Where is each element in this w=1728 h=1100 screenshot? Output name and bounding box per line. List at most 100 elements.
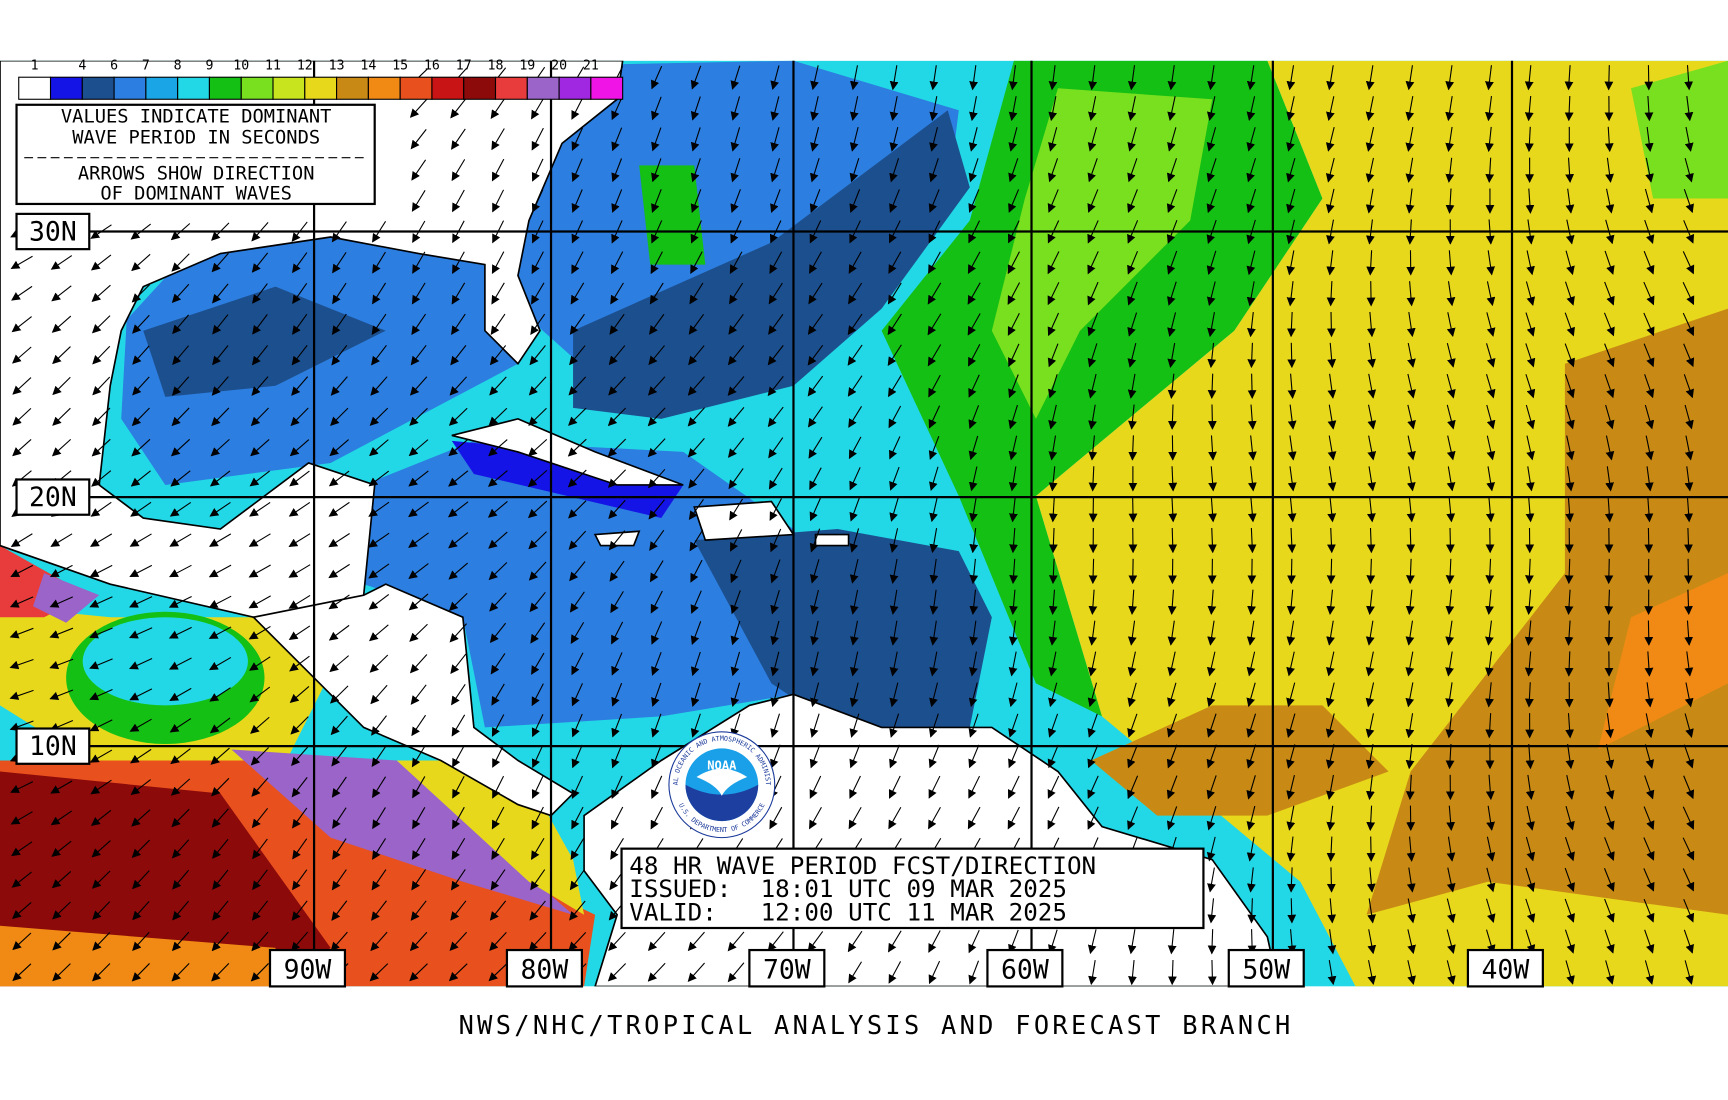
wave-arrow	[889, 65, 899, 91]
wave-arrow	[530, 869, 546, 891]
wave-arrow	[1644, 466, 1654, 492]
wave-arrow	[1287, 867, 1296, 893]
wave-arrow	[849, 467, 861, 491]
wave-arrow	[451, 128, 466, 150]
wave-arrow	[1009, 558, 1018, 585]
wave-arrow	[1047, 312, 1060, 337]
wave-arrow	[491, 714, 505, 737]
wave-arrow	[130, 779, 151, 796]
wave-arrow	[409, 376, 428, 396]
wave-arrow	[1247, 373, 1257, 400]
wave-arrow	[1327, 404, 1337, 430]
wave-arrow	[1287, 342, 1297, 369]
wave-arrow	[887, 313, 902, 336]
wave-arrow	[607, 407, 627, 427]
wave-arrow	[567, 438, 587, 457]
wave-arrow	[331, 869, 347, 891]
wave-arrow	[647, 376, 666, 396]
wave-arrow	[889, 528, 899, 553]
wave-arrow	[90, 533, 113, 547]
wave-arrow	[1524, 95, 1534, 122]
wave-arrow	[1405, 65, 1415, 91]
legend-swatch	[399, 76, 433, 100]
wave-arrow	[252, 314, 268, 335]
wave-arrow	[209, 533, 232, 547]
wave-arrow	[1485, 620, 1494, 646]
wave-arrow	[1485, 898, 1496, 924]
wave-arrow	[968, 435, 979, 461]
wave-arrow	[211, 376, 229, 396]
wave-arrow	[368, 563, 390, 579]
legend-swatch	[590, 76, 624, 100]
wave-arrow	[968, 929, 980, 954]
wave-arrow	[1167, 620, 1177, 646]
note-line: OF DOMINANT WAVES	[100, 184, 292, 205]
wave-arrow	[1684, 682, 1694, 708]
note-line: VALUES INDICATE DOMINANT	[61, 106, 331, 127]
wave-arrow	[1246, 250, 1256, 276]
wave-arrow	[969, 527, 979, 554]
wave-arrow	[1682, 282, 1695, 306]
wave-arrow	[1326, 281, 1336, 307]
wave-arrow	[1048, 589, 1058, 615]
wave-arrow	[1327, 435, 1337, 461]
wave-arrow	[1365, 188, 1375, 214]
wave-arrow	[1407, 435, 1416, 461]
wave-arrow	[328, 501, 350, 517]
legend-swatch	[49, 76, 83, 100]
wave-arrow	[809, 189, 821, 214]
wave-arrow	[848, 251, 862, 274]
wave-arrow	[1008, 651, 1018, 677]
wave-arrow	[527, 438, 548, 457]
wave-arrow	[171, 839, 190, 859]
wave-arrow	[611, 189, 623, 213]
wave-arrow	[1603, 312, 1615, 337]
wave-arrow	[571, 683, 583, 707]
wave-arrow	[1048, 497, 1058, 523]
wave-arrow	[809, 744, 821, 769]
wave-arrow	[1247, 867, 1256, 893]
wave-arrow	[768, 467, 783, 490]
wave-arrow	[370, 376, 388, 396]
wave-arrow	[968, 127, 978, 152]
wave-arrow	[251, 931, 269, 952]
wave-arrow	[249, 686, 271, 703]
wave-arrow	[1168, 466, 1178, 492]
wave-arrow	[1605, 157, 1614, 183]
wave-arrow	[888, 930, 902, 953]
wave-arrow	[1604, 620, 1614, 646]
wave-arrow	[650, 590, 663, 614]
wave-arrow	[690, 189, 702, 214]
wave-arrow	[1366, 774, 1375, 801]
wave-arrow	[1207, 867, 1216, 893]
wave-arrow	[730, 158, 741, 183]
wave-arrow	[1366, 250, 1376, 276]
wave-arrow	[807, 375, 824, 397]
wave-arrow	[1565, 188, 1575, 214]
wave-arrow	[492, 775, 505, 799]
wave-arrow	[1525, 743, 1535, 770]
wave-arrow	[1206, 250, 1217, 276]
wave-arrow	[129, 533, 152, 547]
wave-arrow	[1088, 558, 1098, 585]
wave-arrow	[531, 127, 544, 151]
wave-arrow	[288, 594, 311, 609]
wave-arrow	[1325, 744, 1335, 769]
legend-label: 16	[424, 59, 440, 74]
wave-arrow	[1048, 466, 1058, 492]
wave-arrow	[849, 158, 860, 183]
wave-arrow	[809, 528, 821, 553]
wave-arrow	[570, 837, 585, 860]
wave-arrow	[969, 620, 978, 646]
wave-arrow	[490, 313, 506, 336]
wave-arrow	[1644, 188, 1655, 214]
wave-arrow	[929, 96, 939, 122]
wave-arrow	[1486, 281, 1496, 307]
wave-arrow	[688, 313, 705, 335]
wave-arrow	[372, 251, 386, 274]
wave-arrow	[727, 406, 745, 427]
wave-arrow	[610, 838, 624, 860]
wave-arrow	[368, 470, 390, 487]
wave-arrow	[132, 376, 150, 396]
wave-arrow	[369, 654, 389, 673]
